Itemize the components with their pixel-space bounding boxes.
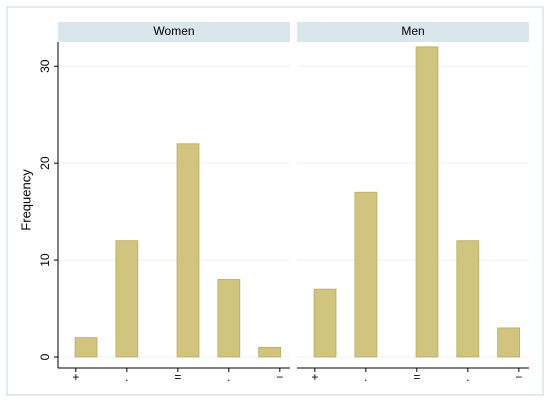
bar	[456, 240, 480, 358]
y-tick-label: 30	[38, 59, 52, 73]
panel-title: Men	[401, 24, 424, 38]
x-tick-label: =	[413, 370, 420, 384]
bar	[354, 191, 378, 358]
bar	[217, 279, 241, 358]
y-tick-label: 0	[38, 353, 52, 360]
y-tick-label: 10	[38, 253, 52, 267]
plot-area	[58, 42, 290, 368]
panel-header	[58, 22, 290, 42]
x-tick-label: .	[364, 370, 367, 384]
x-tick-label: .	[466, 370, 469, 384]
bar	[176, 143, 200, 358]
panel-title: Women	[153, 24, 194, 38]
x-tick-label: =	[174, 370, 181, 384]
x-tick-label: −	[276, 370, 283, 384]
bar	[74, 337, 98, 358]
x-tick-label: +	[72, 370, 79, 384]
x-tick-label: −	[515, 370, 522, 384]
x-tick-label: +	[311, 370, 318, 384]
bar	[497, 327, 520, 358]
panel-header	[297, 22, 529, 42]
y-tick-label: 20	[38, 156, 52, 170]
bar	[415, 46, 439, 358]
x-tick-label: .	[227, 370, 230, 384]
bar	[115, 240, 139, 358]
bar	[313, 288, 337, 358]
y-axis-label: Frequency	[18, 169, 33, 231]
x-tick-label: .	[125, 370, 128, 384]
bar	[258, 346, 281, 358]
